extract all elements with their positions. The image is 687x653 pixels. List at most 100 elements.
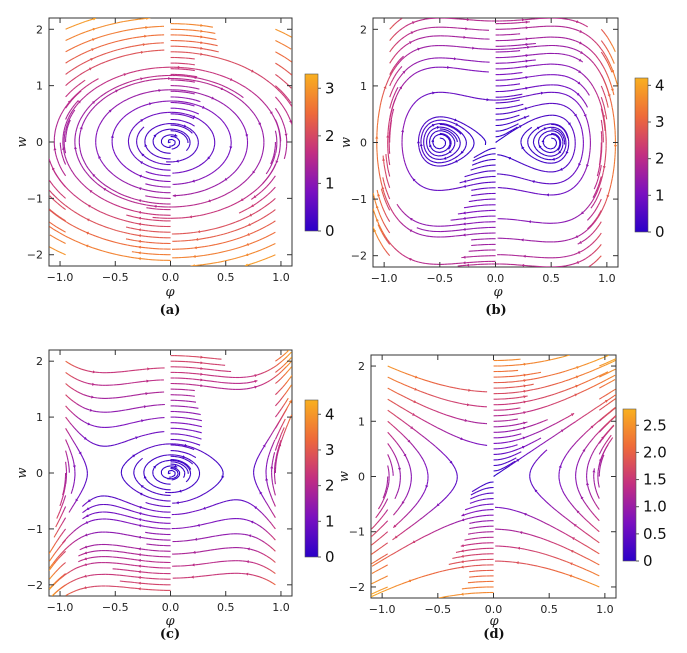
streamline-segment [95, 78, 99, 81]
streamline-segment [450, 126, 454, 129]
flow-arrow [247, 223, 251, 226]
streamline-segment [247, 175, 251, 180]
streamline-segment [234, 229, 238, 232]
streamline-segment [413, 62, 418, 65]
streamline-segment [224, 259, 229, 262]
streamline-segment [186, 126, 191, 130]
streamline-segment [221, 120, 225, 124]
streamline-segment [215, 460, 219, 464]
streamline-segment [88, 90, 92, 94]
streamline-segment [237, 63, 242, 67]
streamline-segment [184, 121, 189, 124]
streamline-segment [404, 54, 408, 58]
streamline-segment [272, 186, 276, 190]
streamline-segment [458, 229, 463, 231]
streamline-segment [176, 468, 181, 473]
flow-arrow [431, 139, 435, 143]
streamline-segment [65, 120, 68, 124]
streamline-segment [103, 52, 107, 55]
streamline-segment [198, 177, 203, 181]
streamline-segment [87, 173, 91, 178]
streamline-segment [275, 73, 279, 77]
streamline-segment [116, 532, 121, 535]
streamline-segment [74, 44, 79, 48]
streamline-segment [262, 225, 267, 229]
streamline-segment [148, 213, 153, 215]
streamline-segment [389, 93, 392, 98]
streamline-segment [70, 168, 74, 173]
streamline-segment [134, 107, 139, 110]
streamline-segment [520, 142, 523, 147]
streamline-segment [426, 235, 430, 237]
streamline-segment [284, 355, 288, 360]
streamline-segment [92, 79, 96, 83]
streamline-segment [96, 209, 101, 213]
streamline-segment [388, 76, 391, 80]
streamline-segment [411, 259, 416, 262]
streamline-segment [601, 123, 603, 127]
streamline-segment [153, 113, 158, 116]
streamline-segment [250, 222, 255, 225]
streamline-segment [418, 133, 421, 138]
streamline-segment [72, 104, 76, 108]
streamline-segment [98, 25, 103, 29]
flow-arrow [486, 98, 490, 102]
streamline-segment [66, 544, 70, 549]
streamline-segment [260, 206, 265, 210]
streamline-segment [610, 43, 614, 47]
streamline-segment [189, 114, 193, 117]
streamline-segment [83, 184, 87, 189]
streamline-segment [95, 64, 99, 67]
streamline-segment [52, 560, 56, 564]
streamline-segment [80, 564, 84, 568]
streamline-segment [268, 81, 273, 85]
flow-arrow [465, 27, 469, 31]
streamline-segment [134, 216, 139, 219]
streamline-segment [418, 96, 422, 100]
streamline-segment [56, 214, 60, 218]
streamline-segment [112, 174, 117, 178]
streamline-segment [392, 108, 395, 112]
streamline-segment [232, 171, 236, 175]
streamline-segment [249, 232, 254, 235]
streamline-segment [469, 127, 474, 131]
streamline-segment [145, 146, 149, 151]
streamline-segment [227, 258, 232, 261]
streamline-segment [530, 155, 535, 159]
streamline-segment [49, 246, 53, 249]
streamline-segment [238, 211, 242, 214]
streamline-segment [199, 431, 202, 434]
streamline-segment [596, 216, 599, 220]
streamline-segment [181, 433, 186, 436]
streamline-segment [535, 192, 539, 195]
streamline-segment [59, 552, 63, 556]
streamline-segment [242, 124, 245, 128]
streamline-segment [216, 561, 221, 563]
streamline-segment [123, 114, 127, 118]
streamline-segment [605, 72, 609, 76]
flow-arrow [140, 77, 144, 81]
streamline-segment [212, 458, 216, 462]
flow-arrow [462, 222, 466, 226]
streamline-segment [450, 147, 454, 152]
streamline-segment [83, 85, 87, 89]
streamline-segment [527, 106, 532, 109]
streamline-segment [201, 246, 205, 248]
flow-arrow [153, 134, 157, 138]
streamline-segment [423, 46, 428, 48]
streamline-segment [96, 128, 99, 133]
streamline-segment [130, 486, 134, 490]
flow-arrow [192, 254, 196, 258]
streamline-segment [612, 113, 615, 118]
streamline-segment [385, 226, 389, 231]
streamline-segment [210, 83, 214, 87]
streamline-segment [258, 259, 263, 262]
streamline-segment [474, 97, 479, 100]
streamline-segment [219, 74, 224, 77]
streamline-segment [600, 178, 603, 183]
flow-arrow [197, 230, 201, 234]
streamline-segment [232, 238, 237, 241]
streamline-segment [66, 117, 70, 121]
streamline-segment [141, 212, 146, 214]
colorbar-tick-label: 3 [325, 79, 335, 97]
